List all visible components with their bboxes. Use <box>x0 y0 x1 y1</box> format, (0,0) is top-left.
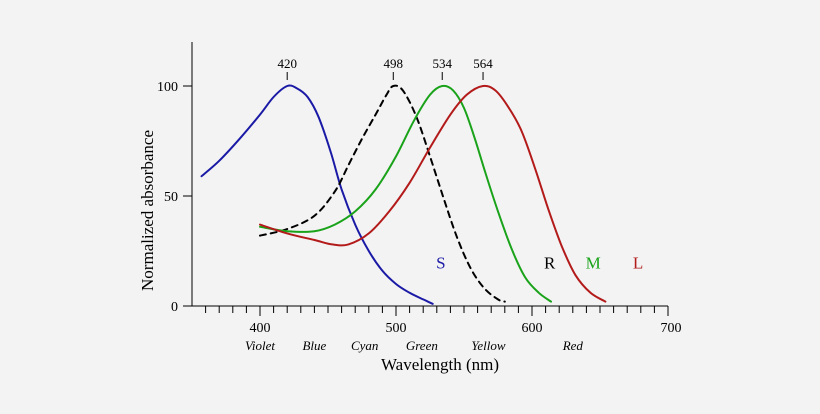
series-lines <box>200 84 607 305</box>
y-tick-label: 100 <box>157 80 178 95</box>
x-axis-title: Wavelength (nm) <box>381 355 499 374</box>
peak-label: 534 <box>432 56 452 71</box>
ticks: 400 500 600 700 0 50 100 <box>157 80 682 336</box>
series-line-s <box>200 84 434 305</box>
series-line-r <box>259 84 506 303</box>
chart-labels: Violet Blue Cyan Green Yellow Red S R M L 420 498 53… <box>245 56 643 353</box>
x-tick-label: 400 <box>250 321 271 336</box>
color-band-label: Blue <box>302 338 326 353</box>
peak-label: 498 <box>384 56 404 71</box>
y-axis-title: Normalized absorbance <box>138 130 157 291</box>
y-tick-label: 50 <box>164 190 178 205</box>
color-band-label: Cyan <box>351 338 378 353</box>
series-line-l <box>259 84 607 303</box>
series-label-l: L <box>633 254 643 273</box>
x-tick-label: 700 <box>661 321 682 336</box>
series-line-m <box>259 84 552 303</box>
peak-label: 420 <box>277 56 297 71</box>
x-tick-label: 500 <box>386 321 407 336</box>
peak-label: 564 <box>473 56 493 71</box>
y-tick-label: 0 <box>171 300 178 315</box>
color-band-label: Yellow <box>471 338 506 353</box>
color-band-label: Green <box>406 338 438 353</box>
series-label-m: M <box>586 254 601 273</box>
series-label-r: R <box>544 254 556 273</box>
color-band-label: Red <box>562 338 584 353</box>
x-tick-label: 600 <box>522 321 543 336</box>
series-label-s: S <box>436 254 445 273</box>
color-band-label: Violet <box>245 338 275 353</box>
